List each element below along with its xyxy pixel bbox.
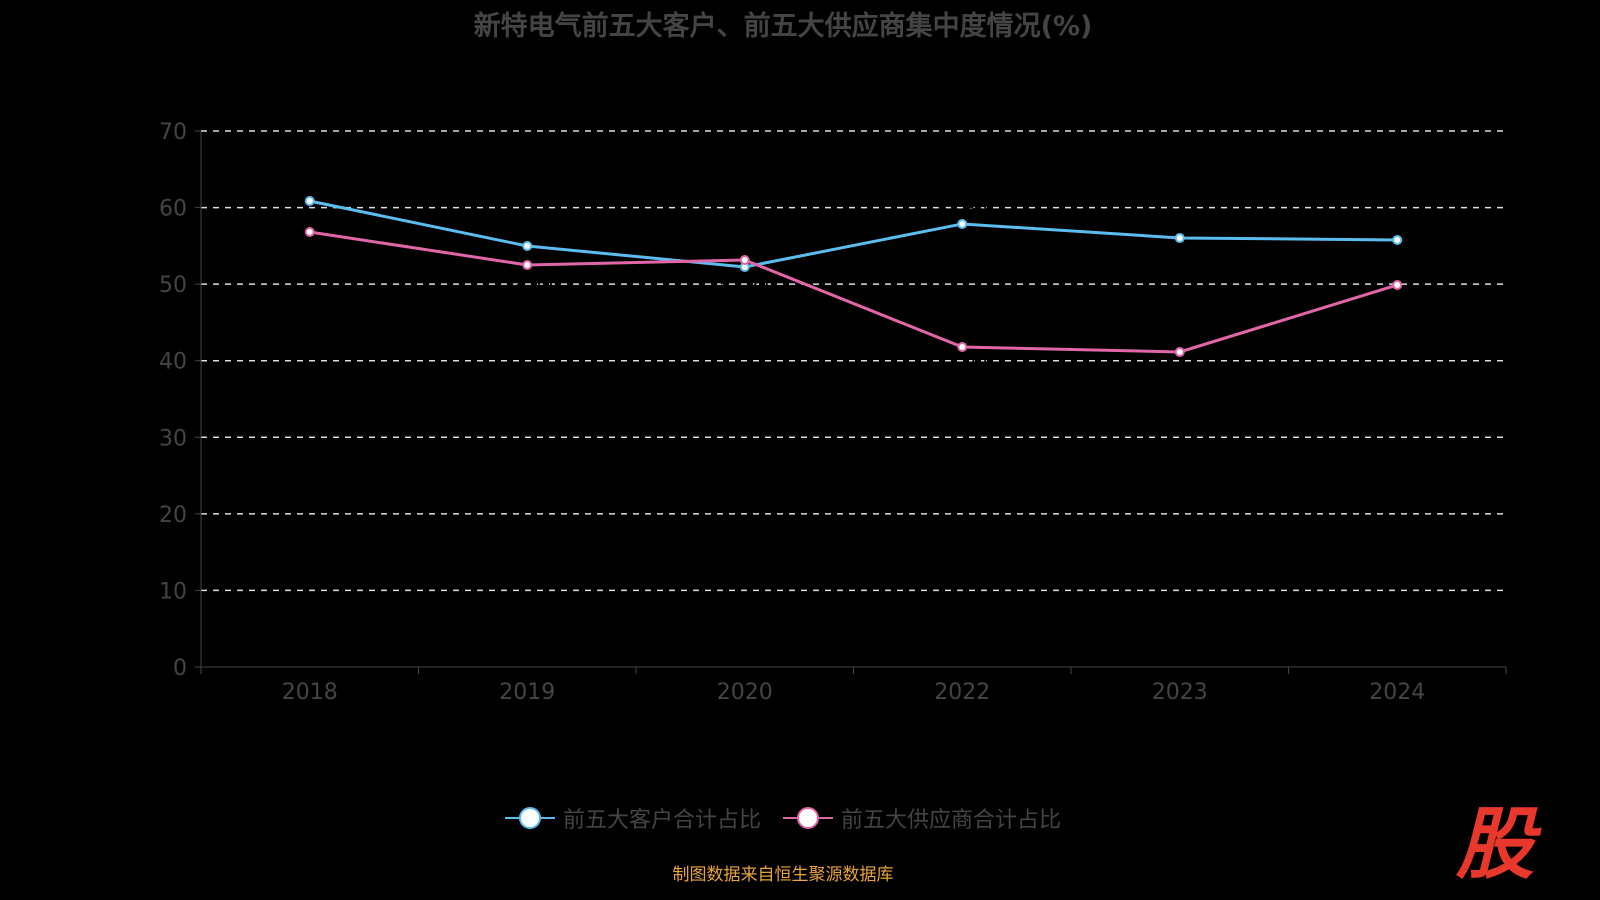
data-point <box>1174 346 1185 357</box>
y-tick-label: 10 <box>159 579 187 604</box>
y-tick-label: 60 <box>159 197 187 222</box>
data-point <box>522 260 533 270</box>
data-label: 52.24 <box>719 275 771 296</box>
legend-label-customers: 前五大客户合计占比 <box>562 808 761 833</box>
x-tick-label: 2018 <box>282 680 338 705</box>
data-label: 56.81 <box>284 240 336 261</box>
data-label: 56.03 <box>1154 212 1206 233</box>
data-point <box>957 218 968 229</box>
data-point <box>522 241 533 252</box>
data-label: 41.79 <box>936 355 988 376</box>
data-point <box>1392 279 1403 290</box>
legend-item-customers[interactable]: 前五大客户合计占比 <box>504 802 761 834</box>
data-point <box>304 195 315 206</box>
data-label: 55.77 <box>1371 214 1423 235</box>
x-tick-label: 2023 <box>1152 680 1208 705</box>
y-tick-label: 40 <box>159 350 187 375</box>
logo: 股 <box>1456 800 1535 890</box>
data-point <box>1392 234 1403 245</box>
y-tick-label: 0 <box>173 656 187 681</box>
data-label: 53.15 <box>719 234 771 255</box>
data-label: 49.89 <box>1371 293 1423 314</box>
chart-title: 新特电气前五大客户、前五大供应商集中度情况(%) <box>473 11 1093 42</box>
data-point <box>739 255 750 266</box>
legend: 前五大客户合计占比 前五大供应商合计占比 <box>0 802 1566 834</box>
data-point <box>1174 232 1185 243</box>
data-point <box>304 226 315 237</box>
legend-item-suppliers[interactable]: 前五大供应商合计占比 <box>783 802 1061 834</box>
series-line-0 <box>309 199 1398 269</box>
y-tick-label: 50 <box>159 273 187 298</box>
legend-marker-suppliers <box>783 807 833 829</box>
legend-marker-customers <box>504 807 555 829</box>
data-label: 60.86 <box>284 175 336 196</box>
y-tick-label: 30 <box>159 426 187 451</box>
y-tick-label: 20 <box>159 503 187 528</box>
x-tick-label: 2024 <box>1369 680 1425 705</box>
legend-label-suppliers: 前五大供应商合计占比 <box>841 808 1062 833</box>
data-label: 54.98 <box>501 220 553 241</box>
data-label: 52.50 <box>501 273 553 294</box>
data-label: 57.86 <box>936 198 988 219</box>
x-tick-label: 2020 <box>717 680 773 705</box>
y-tick-label: 70 <box>159 120 187 145</box>
data-label: 41.14 <box>1154 360 1206 381</box>
series-line-1 <box>309 230 1398 354</box>
x-tick-label: 2019 <box>499 680 555 705</box>
source-note: 制图数据来自恒生聚源数据库 <box>672 865 894 885</box>
data-point <box>957 342 968 353</box>
x-tick-label: 2022 <box>934 680 990 705</box>
